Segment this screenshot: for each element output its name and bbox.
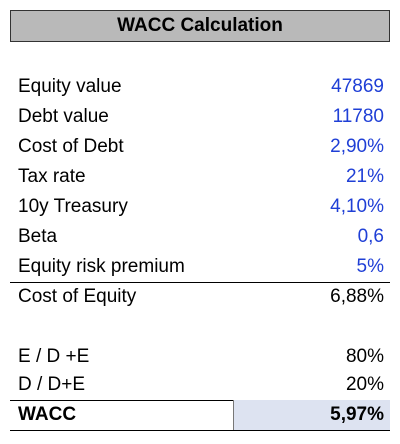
equity-risk-premium-cell[interactable]: 5% xyxy=(356,256,384,277)
row-equity-risk-premium[interactable]: Equity risk premium 5% xyxy=(10,252,390,282)
row-equity-weight[interactable]: E / D +E 80% xyxy=(10,342,390,372)
wacc-highlight xyxy=(233,400,390,430)
wacc-bottom-border xyxy=(10,430,390,431)
tax-rate-cell[interactable]: 21% xyxy=(345,166,384,187)
debt-weight-cell[interactable]: 20% xyxy=(345,374,384,395)
row-debt-weight[interactable]: D / D+E 20% xyxy=(10,370,390,400)
row-beta[interactable]: Beta 0,6 xyxy=(10,222,390,252)
wacc-cell-border xyxy=(233,400,234,430)
row-equity-value[interactable]: Equity value 47869 xyxy=(10,72,390,102)
debt-value-label: Debt value xyxy=(18,106,109,127)
beta-cell[interactable]: 0,6 xyxy=(357,226,384,247)
equity-value-label: Equity value xyxy=(18,76,122,97)
cost-of-equity-cell[interactable]: 6,88% xyxy=(330,286,384,307)
tax-rate-label: Tax rate xyxy=(18,166,86,187)
equity-weight-cell[interactable]: 80% xyxy=(345,346,384,367)
treasury-label: 10y Treasury xyxy=(18,196,128,217)
cost-of-debt-label: Cost of Debt xyxy=(18,136,124,157)
row-debt-value[interactable]: Debt value 11780 xyxy=(10,102,390,132)
wacc-top-border xyxy=(10,400,390,401)
row-wacc[interactable]: WACC 5,97% xyxy=(10,400,390,430)
treasury-cell[interactable]: 4,10% xyxy=(330,196,384,217)
row-cost-of-equity[interactable]: Cost of Equity 6,88% xyxy=(10,282,390,312)
equity-weight-label: E / D +E xyxy=(18,346,90,367)
beta-label: Beta xyxy=(18,226,58,247)
row-10y-treasury[interactable]: 10y Treasury 4,10% xyxy=(10,192,390,222)
sheet-title: WACC Calculation xyxy=(117,15,283,36)
sheet-title-cell[interactable]: WACC Calculation xyxy=(10,10,390,42)
row-cost-of-debt[interactable]: Cost of Debt 2,90% xyxy=(10,132,390,162)
debt-weight-label: D / D+E xyxy=(18,374,86,395)
wacc-cell[interactable]: 5,97% xyxy=(330,404,384,425)
debt-value-cell[interactable]: 11780 xyxy=(332,106,384,127)
equity-risk-premium-label: Equity risk premium xyxy=(18,256,185,277)
equity-value-cell[interactable]: 47869 xyxy=(331,76,384,97)
cost-of-equity-label: Cost of Equity xyxy=(18,286,137,307)
cost-of-debt-cell[interactable]: 2,90% xyxy=(330,136,384,157)
divider-line xyxy=(10,282,390,283)
row-tax-rate[interactable]: Tax rate 21% xyxy=(10,162,390,192)
wacc-label: WACC xyxy=(18,404,77,425)
